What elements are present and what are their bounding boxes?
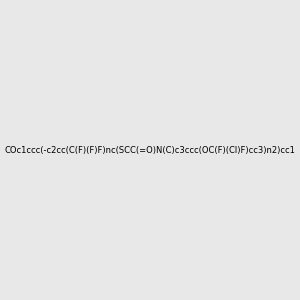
Text: COc1ccc(-c2cc(C(F)(F)F)nc(SCC(=O)N(C)c3ccc(OC(F)(Cl)F)cc3)n2)cc1: COc1ccc(-c2cc(C(F)(F)F)nc(SCC(=O)N(C)c3c… xyxy=(4,146,296,154)
